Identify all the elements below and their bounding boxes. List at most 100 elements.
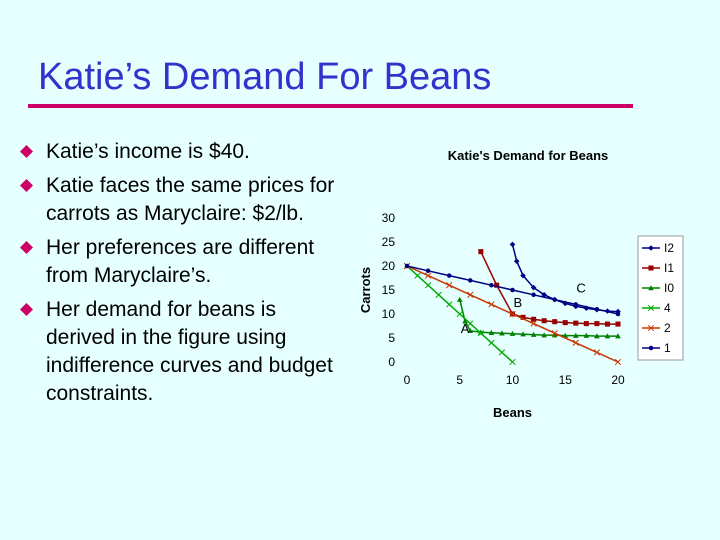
bullet-item: Her demand for beans is derived in the f… [20, 296, 340, 408]
bullet-text: Her preferences are different from Maryc… [46, 236, 315, 287]
data-point [541, 292, 547, 298]
bullet-text: Katie’s income is $40. [46, 140, 250, 163]
data-point [462, 318, 468, 324]
data-point [551, 332, 558, 338]
chart-legend [637, 235, 684, 361]
data-point [468, 278, 473, 283]
diamond-bullet-icon [20, 145, 33, 158]
data-point [435, 291, 442, 298]
demand-chart: Katie's Demand for Beans 0 5 10 15 20 25 30 0 5 10… [358, 148, 684, 420]
y-tick-label: 10 [382, 307, 396, 321]
data-point [494, 282, 500, 288]
data-point [499, 330, 505, 336]
data-point [510, 287, 515, 293]
data-point [520, 314, 526, 320]
y-tick-label: 25 [382, 235, 396, 249]
data-point [552, 297, 557, 302]
data-point [552, 319, 558, 325]
data-point [424, 282, 432, 289]
bullet-item: Her preferences are different from Maryc… [20, 234, 340, 290]
data-point [520, 272, 526, 279]
data-point [583, 305, 590, 312]
x-tick-label: 10 [506, 373, 520, 387]
data-point [477, 330, 485, 337]
data-point [498, 349, 506, 356]
data-point [456, 296, 463, 302]
data-point [467, 320, 474, 327]
bullet-text: Her demand for beans is derived in the f… [46, 298, 333, 405]
point-annotation: B [513, 295, 522, 310]
x-tick-label: 20 [611, 373, 625, 387]
x-tick-label: 0 [404, 373, 411, 387]
data-point [467, 328, 474, 334]
data-point [531, 316, 537, 322]
bullet-text: Katie faces the same prices for carrots … [46, 174, 335, 225]
legend-label: I2 [664, 241, 674, 255]
diamond-bullet-icon [20, 241, 33, 254]
data-point [551, 330, 558, 337]
title-underline [28, 104, 633, 108]
data-point [573, 320, 579, 326]
data-point [530, 320, 537, 327]
data-point [467, 291, 474, 298]
bullet-item: Katie faces the same prices for carrots … [20, 172, 340, 228]
data-point [583, 332, 590, 338]
y-tick-label: 20 [382, 259, 396, 273]
data-point [594, 321, 600, 327]
legend-label: 2 [664, 321, 671, 335]
data-point [648, 265, 654, 271]
data-point [509, 310, 516, 318]
data-point [604, 333, 611, 339]
data-point [478, 329, 484, 335]
y-axis-label: Carrots [358, 267, 373, 313]
data-point [478, 249, 484, 255]
diamond-bullet-icon [20, 303, 33, 316]
data-point [614, 358, 622, 366]
data-point [541, 318, 547, 324]
data-point [573, 302, 579, 307]
x-tick-label: 5 [456, 373, 463, 387]
data-point [615, 321, 621, 327]
data-point [647, 304, 655, 312]
data-point [446, 282, 453, 289]
data-point [531, 292, 536, 298]
chart-title: Katie's Demand for Beans [448, 148, 609, 163]
legend-label: I0 [664, 281, 674, 295]
data-point [404, 263, 410, 269]
y-tick-label: 5 [388, 331, 395, 345]
data-point [562, 320, 568, 326]
legend-label: 4 [664, 301, 671, 315]
x-axis-label: Beans [493, 405, 532, 420]
data-point [520, 331, 526, 337]
data-point [424, 272, 432, 279]
slide-title: Katie’s Demand For Beans [38, 56, 492, 98]
data-point [594, 333, 600, 339]
data-point [648, 285, 654, 291]
data-point [615, 311, 621, 317]
x-tick-label: 15 [559, 373, 573, 387]
data-point [425, 268, 431, 274]
data-point [583, 321, 589, 327]
data-point [530, 284, 537, 291]
diamond-bullet-icon [20, 179, 33, 192]
y-tick-label: 0 [388, 355, 395, 369]
data-point [446, 273, 452, 278]
data-point [572, 339, 579, 346]
data-point [488, 329, 495, 335]
data-point [456, 310, 463, 318]
data-point [489, 282, 494, 288]
bullet-item: Katie’s income is $40. [20, 138, 340, 166]
data-point [488, 301, 495, 308]
data-point [594, 306, 600, 312]
y-tick-label: 15 [382, 283, 396, 297]
data-point [446, 301, 453, 308]
data-point [513, 258, 520, 264]
data-point [604, 321, 610, 327]
data-point [509, 330, 516, 336]
data-point [414, 272, 421, 279]
data-point [509, 241, 516, 248]
data-point [647, 324, 655, 332]
point-annotation: A [461, 321, 470, 336]
bullet-list: Katie’s income is $40. Katie faces the s… [20, 138, 340, 414]
data-point [541, 332, 547, 338]
